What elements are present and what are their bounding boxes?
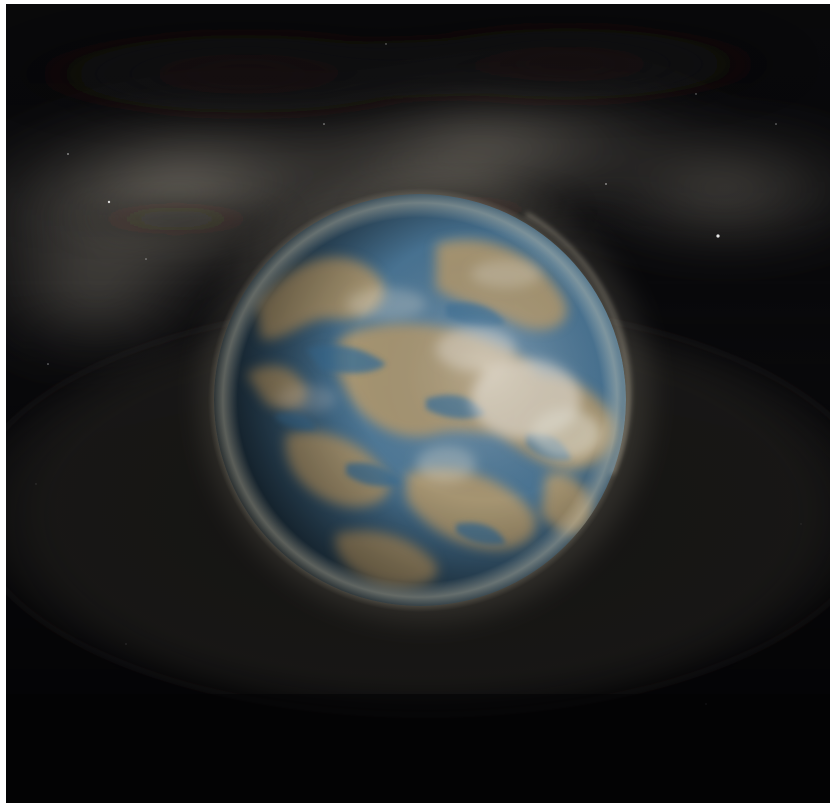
atmosphere-rim [208,188,632,612]
space-scene [6,4,830,803]
